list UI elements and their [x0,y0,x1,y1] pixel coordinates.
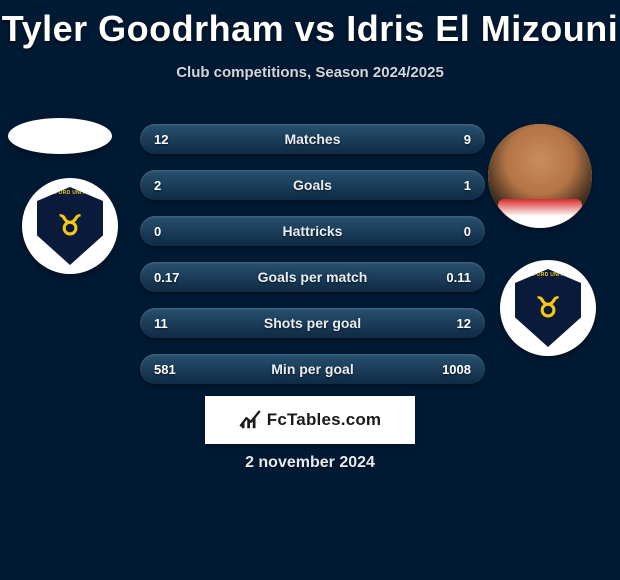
stat-right-value: 0.11 [427,270,471,285]
stat-left-value: 0 [154,224,198,239]
stat-right-value: 0 [427,224,471,239]
stat-left-value: 581 [154,362,198,377]
comparison-date: 2 november 2024 [0,454,620,472]
stat-row: 0.17 Goals per match 0.11 [140,262,485,292]
stat-label: Shots per goal [198,315,427,331]
page-subtitle: Club competitions, Season 2024/2025 [0,64,620,81]
stat-label: Min per goal [198,361,427,377]
stat-right-value: 9 [427,132,471,147]
club-badge-right: OXFORD UNITED ♉︎ [500,260,596,356]
player-right-photo [488,124,592,228]
stat-label: Goals per match [198,269,427,285]
player-face-placeholder [488,124,592,228]
stat-row: 11 Shots per goal 12 [140,308,485,338]
stat-left-value: 12 [154,132,198,147]
club-left-name: OXFORD UNITED [47,190,92,196]
page-title: Tyler Goodrham vs Idris El Mizouni [0,0,620,50]
stat-label: Matches [198,131,427,147]
chart-icon [239,409,261,431]
stat-left-value: 11 [154,316,198,331]
fctables-logo-text: FcTables.com [267,410,382,430]
stats-container: 12 Matches 9 2 Goals 1 0 Hattricks 0 0.1… [140,124,485,400]
stat-left-value: 0.17 [154,270,198,285]
stat-right-value: 1008 [427,362,471,377]
stat-row: 581 Min per goal 1008 [140,354,485,384]
stat-row: 2 Goals 1 [140,170,485,200]
ox-icon: ♉︎ [57,212,82,240]
stat-row: 0 Hattricks 0 [140,216,485,246]
stat-right-value: 1 [427,178,471,193]
stat-left-value: 2 [154,178,198,193]
stat-right-value: 12 [427,316,471,331]
player-left-photo [8,118,112,154]
stat-row: 12 Matches 9 [140,124,485,154]
club-right-name: OXFORD UNITED [525,272,570,278]
stat-label: Goals [198,177,427,193]
ox-icon: ♉︎ [535,294,560,322]
stat-label: Hattricks [198,223,427,239]
shield-icon: OXFORD UNITED ♉︎ [37,187,103,265]
club-badge-left: OXFORD UNITED ♉︎ [22,178,118,274]
shield-icon: OXFORD UNITED ♉︎ [515,269,581,347]
fctables-logo[interactable]: FcTables.com [205,396,415,444]
